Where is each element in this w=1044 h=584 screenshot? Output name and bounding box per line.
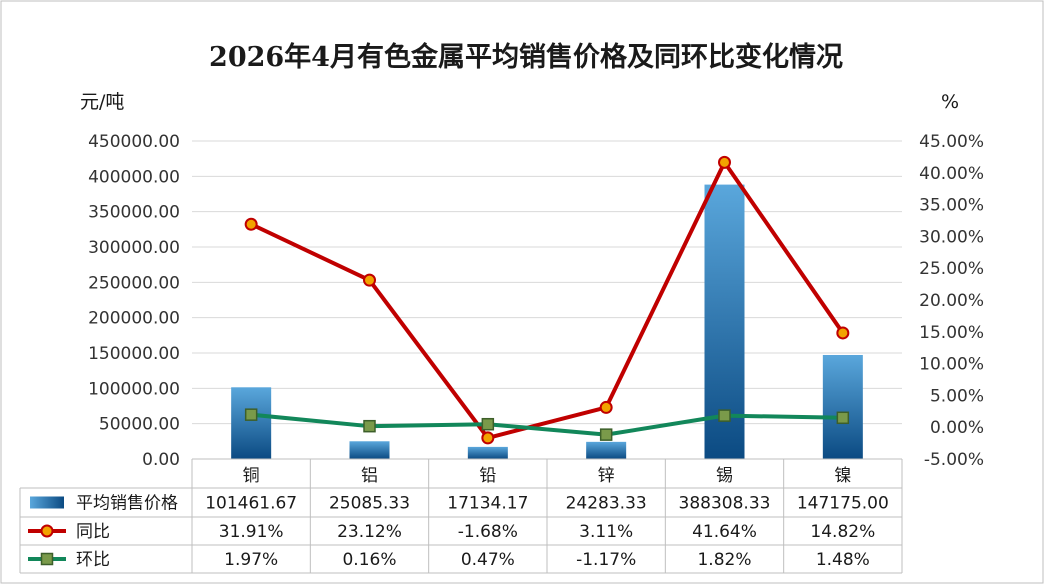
- data-label: 0.16%: [342, 550, 396, 570]
- y2-tick-label: 5.00%: [930, 386, 984, 406]
- y-tick-label: 300000.00: [88, 238, 180, 258]
- y2-tick-label: -5.00%: [924, 450, 984, 470]
- data-point-mom: [718, 409, 731, 422]
- y2-axis-ticks: -5.00% 0.00% 5.00% 10.00% 15.00% 20.00% 25.00%…: [919, 132, 984, 470]
- category-label: 铅: [479, 466, 496, 486]
- data-label: 1.48%: [816, 550, 870, 570]
- bar: [467, 446, 508, 459]
- category-label: 铝: [361, 466, 378, 486]
- data-point-yoy: [718, 155, 731, 169]
- data-label: 3.11%: [579, 522, 633, 542]
- legend-key-marker: [40, 552, 54, 566]
- y-tick-label: 200000.00: [88, 309, 180, 329]
- data-point-yoy: [244, 217, 258, 231]
- y-tick-label: 0.00: [142, 450, 180, 470]
- y-tick-label: 50000.00: [99, 415, 180, 435]
- y-tick-label: 450000.00: [88, 132, 180, 152]
- category-label: 镍: [834, 466, 851, 486]
- y-tick-label: 350000.00: [88, 203, 180, 223]
- category-label: 锌: [598, 466, 615, 486]
- y-axis-unit: 元/吨: [80, 91, 124, 113]
- y2-tick-label: 40.00%: [919, 164, 984, 184]
- y2-tick-label: 20.00%: [919, 291, 984, 311]
- data-point-yoy: [363, 273, 376, 287]
- y-tick-label: 100000.00: [88, 379, 180, 399]
- data-label: 14.82%: [810, 522, 875, 542]
- series-line-yoy: [250, 160, 845, 440]
- category-label: 铜: [243, 466, 260, 486]
- legend-key-bar: [30, 496, 64, 509]
- y-tick-label: 400000.00: [88, 167, 180, 187]
- category-label: 锡: [716, 466, 733, 486]
- y2-tick-label: 30.00%: [919, 227, 984, 247]
- y-tick-label: 150000.00: [88, 344, 180, 364]
- data-label: 24283.33: [566, 494, 647, 514]
- bar: [586, 441, 627, 459]
- data-point-mom: [481, 417, 495, 431]
- data-label: 147175.00: [797, 494, 889, 514]
- y2-tick-label: 35.00%: [919, 196, 984, 216]
- data-label: 1.97%: [224, 550, 278, 570]
- data-label: 0.47%: [461, 550, 515, 570]
- legend-label: 同比: [76, 522, 110, 542]
- y2-axis-unit: %: [941, 91, 959, 113]
- data-point-mom: [599, 428, 613, 441]
- y2-tick-label: 15.00%: [919, 323, 984, 343]
- data-label: 25085.33: [329, 494, 410, 514]
- data-label: -1.68%: [458, 522, 518, 542]
- legend-label: 环比: [76, 550, 110, 570]
- data-label: 17134.17: [447, 494, 528, 514]
- y2-tick-label: 45.00%: [919, 132, 984, 152]
- y-axis-ticks: 0.00 50000.00 100000.00 150000.00 200000.00 2…: [88, 132, 180, 470]
- line-series: [244, 155, 850, 445]
- data-point-yoy: [599, 400, 613, 414]
- legend-key-marker: [40, 524, 54, 538]
- y2-tick-label: 25.00%: [919, 259, 984, 279]
- data-label: -1.17%: [576, 550, 636, 570]
- data-label: 101461.67: [205, 494, 297, 514]
- data-label: 41.64%: [692, 522, 757, 542]
- chart-title: 2026年4月有色金属平均销售价格及同环比变化情况: [209, 41, 843, 73]
- y2-tick-label: 10.00%: [919, 355, 984, 375]
- y2-tick-label: 0.00%: [930, 418, 984, 438]
- data-label: 388308.33: [679, 494, 771, 514]
- data-point-yoy: [836, 326, 850, 340]
- data-point-yoy: [481, 431, 495, 445]
- legend-label: 平均销售价格: [76, 494, 178, 514]
- data-label: 23.12%: [337, 522, 402, 542]
- series-line-mom: [250, 412, 843, 437]
- bar: [349, 441, 390, 459]
- bar: [822, 354, 863, 459]
- bar: [231, 387, 272, 459]
- data-point-mom: [363, 419, 376, 433]
- data-label: 1.82%: [697, 550, 751, 570]
- data-point-mom: [836, 411, 850, 425]
- data-point-mom: [244, 408, 258, 421]
- data-label: 31.91%: [219, 522, 284, 542]
- y-tick-label: 250000.00: [88, 273, 180, 293]
